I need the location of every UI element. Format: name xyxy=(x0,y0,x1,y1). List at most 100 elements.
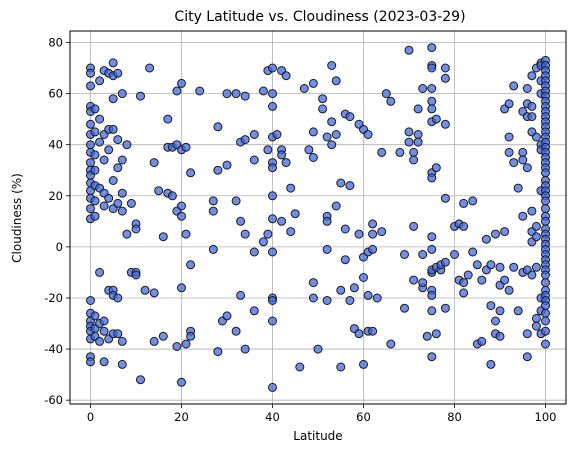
data-point xyxy=(468,247,478,257)
data-point xyxy=(413,137,423,147)
data-point xyxy=(541,278,550,288)
data-point xyxy=(117,359,127,369)
data-point xyxy=(113,163,123,173)
data-point xyxy=(236,216,246,226)
data-point xyxy=(527,270,537,280)
data-point xyxy=(486,301,496,311)
data-point xyxy=(427,63,437,73)
data-point xyxy=(336,285,346,295)
data-point xyxy=(440,63,450,73)
data-point xyxy=(308,293,318,303)
data-point xyxy=(340,224,350,234)
data-point xyxy=(418,84,428,93)
data-point xyxy=(359,359,368,369)
data-point xyxy=(531,262,541,272)
data-point xyxy=(404,45,414,55)
data-point xyxy=(299,84,309,93)
data-point xyxy=(404,137,414,147)
data-point xyxy=(208,244,218,254)
data-point xyxy=(177,211,186,221)
data-point xyxy=(518,147,528,157)
data-point xyxy=(268,89,277,99)
data-point xyxy=(99,316,109,326)
y-tick-label: 0 xyxy=(56,240,63,254)
data-point xyxy=(99,357,109,367)
data-point xyxy=(249,155,259,165)
data-point xyxy=(513,306,523,316)
data-point xyxy=(541,216,550,226)
data-point xyxy=(504,147,514,157)
data-point xyxy=(86,296,95,305)
data-point xyxy=(400,250,409,259)
data-point xyxy=(154,186,164,196)
data-point xyxy=(286,183,296,193)
data-point xyxy=(331,76,341,86)
data-point xyxy=(263,145,273,155)
data-point xyxy=(418,278,428,288)
data-point xyxy=(281,71,291,81)
data-point xyxy=(145,63,155,73)
data-point xyxy=(268,382,277,392)
data-point xyxy=(90,311,100,321)
data-point xyxy=(258,237,268,247)
data-point xyxy=(531,232,541,242)
chart-title: City Latitude vs. Cloudiness (2023-03-29… xyxy=(174,9,465,25)
data-point xyxy=(459,288,469,298)
data-point xyxy=(395,147,405,157)
data-point xyxy=(95,114,105,124)
data-point xyxy=(213,122,223,132)
data-point xyxy=(268,247,277,257)
data-point xyxy=(240,344,250,354)
data-point xyxy=(268,101,277,111)
data-point xyxy=(113,329,123,339)
data-point xyxy=(531,313,541,323)
data-point xyxy=(340,255,350,265)
data-point xyxy=(427,306,437,316)
data-point xyxy=(459,221,469,231)
data-point xyxy=(122,140,132,150)
data-point xyxy=(327,61,337,70)
data-point xyxy=(108,124,118,134)
data-point xyxy=(86,140,95,150)
data-point xyxy=(440,193,450,203)
data-point xyxy=(422,331,432,341)
data-point xyxy=(90,196,100,206)
data-point xyxy=(440,257,450,267)
data-point xyxy=(213,165,223,175)
data-point xyxy=(177,283,186,293)
data-point xyxy=(86,158,95,168)
data-point xyxy=(268,296,277,305)
data-point xyxy=(481,234,491,244)
data-point xyxy=(95,336,105,346)
data-point xyxy=(345,181,355,191)
y-tick-label: -20 xyxy=(44,291,63,305)
data-points xyxy=(86,43,550,392)
data-point xyxy=(222,89,232,99)
data-point xyxy=(113,135,123,145)
data-point xyxy=(231,196,241,206)
data-point xyxy=(427,96,437,106)
data-point xyxy=(268,63,277,73)
data-point xyxy=(208,196,218,206)
data-point xyxy=(331,201,341,211)
data-point xyxy=(249,130,259,139)
x-tick-label: 80 xyxy=(447,410,462,424)
data-point xyxy=(363,130,373,139)
data-point xyxy=(104,193,114,203)
data-point xyxy=(409,155,419,165)
data-point xyxy=(368,244,378,254)
data-point xyxy=(149,336,159,346)
x-axis-title: Latitude xyxy=(293,429,342,443)
data-point xyxy=(258,86,268,96)
data-point xyxy=(409,147,419,157)
data-point xyxy=(117,89,127,99)
data-point xyxy=(541,204,550,214)
data-point xyxy=(486,359,496,369)
data-point xyxy=(158,232,168,242)
data-point xyxy=(427,232,437,242)
data-point xyxy=(431,163,441,173)
data-point xyxy=(113,198,123,208)
data-point xyxy=(108,58,118,68)
data-point xyxy=(90,211,100,221)
